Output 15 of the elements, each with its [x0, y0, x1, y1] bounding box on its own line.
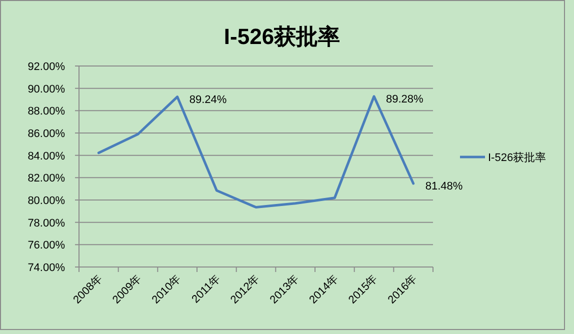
data-label: 89.28% [386, 93, 424, 106]
y-tick-label: 92.00% [28, 61, 66, 73]
y-tick-label: 82.00% [28, 172, 66, 185]
y-tick-label: 74.00% [28, 262, 66, 274]
legend-label: I-526获批率 [488, 151, 546, 164]
y-tick-label: 88.00% [28, 106, 66, 118]
chart-title: I-526获批率 [224, 24, 340, 49]
data-label: 89.24% [189, 94, 227, 106]
y-tick-label: 76.00% [28, 240, 66, 252]
y-tick-label: 80.00% [28, 195, 66, 207]
data-label: 81.48% [425, 180, 463, 192]
y-tick-label: 86.00% [28, 128, 66, 140]
y-tick-label: 90.00% [28, 83, 66, 96]
y-tick-label: 84.00% [28, 150, 66, 162]
y-tick-label: 78.00% [28, 217, 66, 230]
